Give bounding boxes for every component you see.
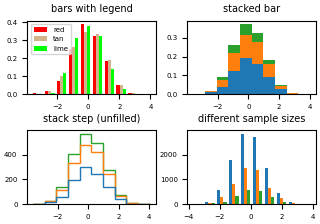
Title: different sample sizes: different sample sizes xyxy=(198,114,305,124)
Bar xyxy=(217,87,228,94)
Bar xyxy=(240,24,252,35)
Bar xyxy=(263,60,275,64)
Bar xyxy=(275,85,287,86)
Bar xyxy=(268,188,271,204)
Bar xyxy=(275,89,287,94)
Bar xyxy=(99,36,102,94)
Bar xyxy=(111,69,114,94)
Bar xyxy=(105,61,108,94)
Bar xyxy=(275,86,287,89)
Bar xyxy=(247,190,251,204)
Bar xyxy=(263,64,275,77)
Bar xyxy=(228,54,240,71)
Bar xyxy=(116,85,120,94)
Bar xyxy=(289,202,292,204)
Bar xyxy=(205,91,217,93)
Bar xyxy=(283,202,286,204)
Bar xyxy=(217,190,220,204)
Bar xyxy=(57,81,60,94)
Bar xyxy=(205,202,208,204)
Bar xyxy=(228,45,240,54)
Bar xyxy=(60,76,63,94)
Bar xyxy=(292,203,295,204)
Title: stacked bar: stacked bar xyxy=(223,4,280,14)
Bar xyxy=(128,93,132,94)
Bar xyxy=(96,34,99,94)
Bar xyxy=(217,77,228,80)
Bar xyxy=(223,202,227,204)
Bar xyxy=(92,36,96,94)
Bar xyxy=(132,93,135,94)
Bar xyxy=(84,32,87,94)
Bar xyxy=(265,168,268,204)
Bar xyxy=(217,80,228,87)
Bar xyxy=(259,191,262,204)
Bar xyxy=(81,24,84,94)
Bar xyxy=(220,197,223,204)
Bar xyxy=(123,89,126,94)
Bar xyxy=(252,42,263,64)
Bar xyxy=(208,203,212,204)
Bar xyxy=(87,26,90,94)
Bar xyxy=(228,71,240,94)
Bar xyxy=(232,184,236,204)
Bar xyxy=(108,60,111,94)
Bar xyxy=(244,168,247,204)
Bar xyxy=(48,91,51,94)
Bar xyxy=(280,198,283,204)
Bar xyxy=(236,196,239,204)
Bar xyxy=(212,203,215,204)
Bar xyxy=(45,91,48,94)
Legend: red, tan, lime: red, tan, lime xyxy=(31,24,71,54)
Bar xyxy=(277,194,280,204)
Bar xyxy=(51,93,54,94)
Bar xyxy=(240,58,252,94)
Bar xyxy=(287,93,298,94)
Bar xyxy=(256,170,259,204)
Bar xyxy=(75,38,78,94)
Bar xyxy=(69,49,72,94)
Bar xyxy=(263,77,275,94)
Bar xyxy=(120,85,123,94)
Bar xyxy=(33,93,36,94)
Bar xyxy=(271,197,274,204)
Bar xyxy=(240,35,252,58)
Bar xyxy=(205,93,217,94)
Bar xyxy=(63,73,67,94)
Bar xyxy=(241,134,244,204)
Bar xyxy=(72,47,75,94)
Title: bars with legend: bars with legend xyxy=(51,4,132,14)
Title: stack step (unfilled): stack step (unfilled) xyxy=(43,114,140,124)
Bar xyxy=(252,33,263,42)
Bar xyxy=(252,64,263,94)
Bar xyxy=(229,160,232,204)
Bar xyxy=(253,137,256,204)
